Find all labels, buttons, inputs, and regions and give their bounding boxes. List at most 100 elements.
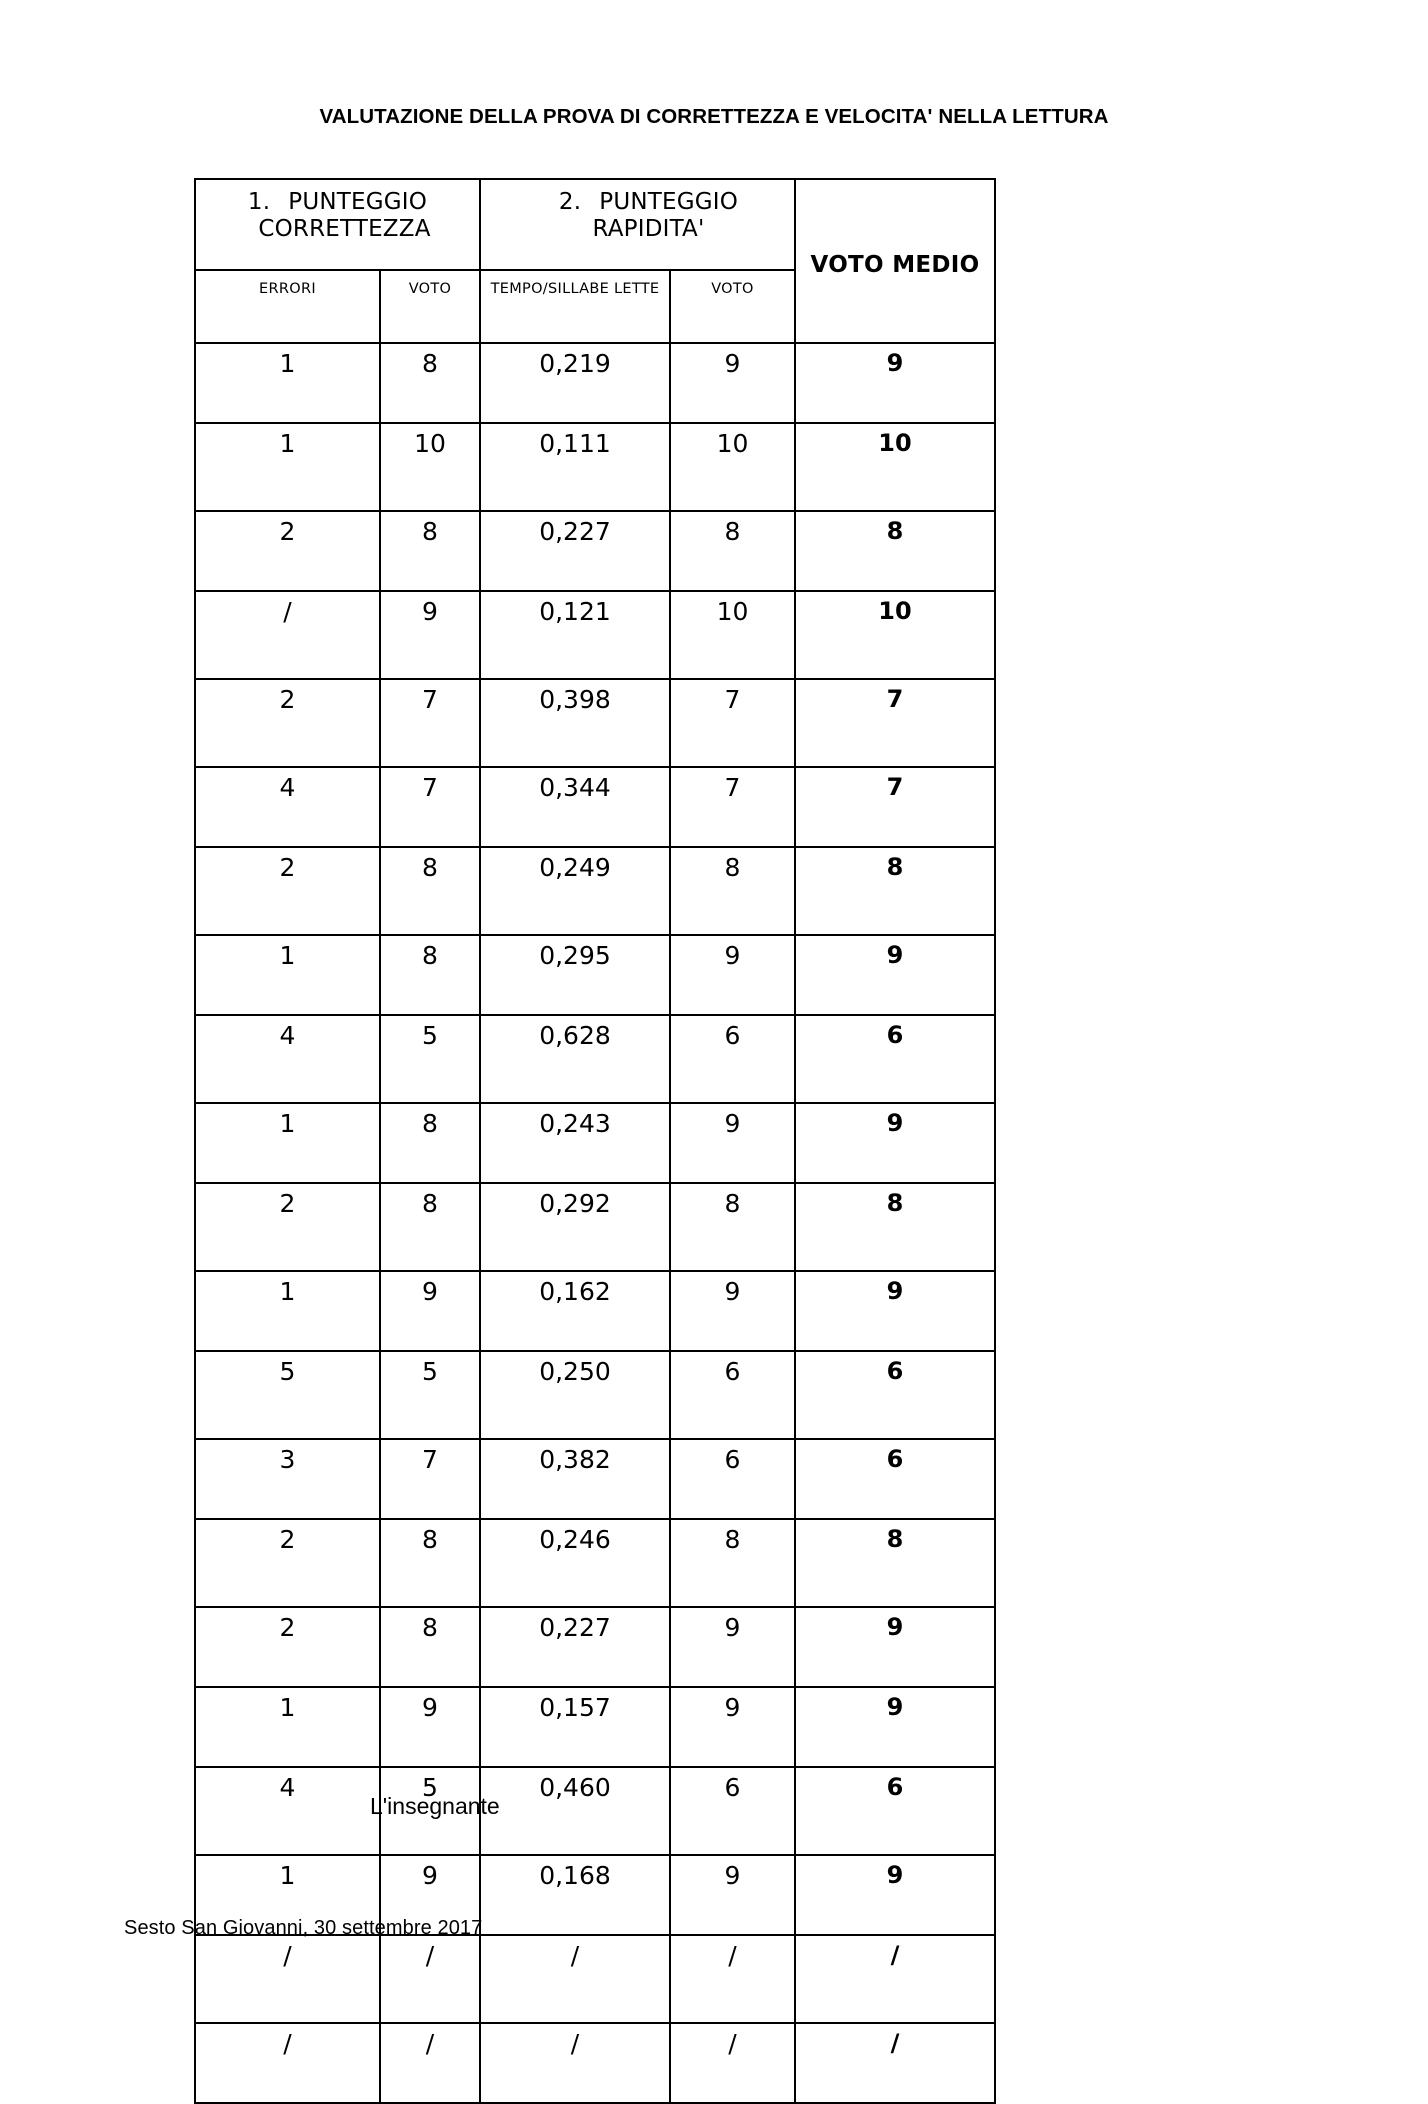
table-row: 1 9 0,157 9 9 bbox=[194, 1686, 996, 1768]
cell-voto-rapidita: 9 bbox=[669, 1270, 796, 1352]
cell-voto-correttezza: 5 bbox=[379, 1350, 481, 1440]
cell-voto-medio: 7 bbox=[794, 766, 996, 848]
header-punteggio-correttezza: 1. PUNTEGGIO CORRETTEZZA bbox=[194, 178, 481, 271]
signature-label: L'insegnante bbox=[370, 1793, 500, 1819]
cell-tempo-sillabe: 0,295 bbox=[479, 934, 671, 1016]
cell-voto-rapidita: 8 bbox=[669, 1182, 796, 1272]
subheader-tempo-sillabe-lette: TEMPO/SILLABE LETTE bbox=[479, 269, 671, 344]
table-row: 2 8 0,227 9 9 bbox=[194, 1606, 996, 1688]
cell-voto-medio: 9 bbox=[794, 1102, 996, 1184]
cell-errori: 4 bbox=[194, 1766, 381, 1856]
cell-voto-correttezza: 9 bbox=[379, 590, 481, 680]
cell-voto-medio: 9 bbox=[794, 342, 996, 424]
table-row: 5 5 0,250 6 6 bbox=[194, 1350, 996, 1440]
cell-errori: 2 bbox=[194, 1606, 381, 1688]
table-row: / / / / / bbox=[194, 2022, 996, 2104]
header-correttezza-number: 1. bbox=[247, 189, 271, 215]
table-row: 3 7 0,382 6 6 bbox=[194, 1438, 996, 1520]
table-row: 1 9 0,168 9 9 bbox=[194, 1854, 996, 1936]
evaluation-table: 1. PUNTEGGIO CORRETTEZZA 2. PUNTEGGIO RAPI… bbox=[194, 178, 996, 2104]
table-row: 4 7 0,344 7 7 bbox=[194, 766, 996, 848]
cell-voto-rapidita: / bbox=[669, 1934, 796, 2024]
cell-voto-rapidita: 9 bbox=[669, 1686, 796, 1768]
cell-tempo-sillabe: / bbox=[479, 1934, 671, 2024]
cell-errori: 1 bbox=[194, 1102, 381, 1184]
cell-errori: 2 bbox=[194, 1182, 381, 1272]
table-row: 2 8 0,246 8 8 bbox=[194, 1518, 996, 1608]
cell-voto-rapidita: 6 bbox=[669, 1766, 796, 1856]
cell-voto-rapidita: 6 bbox=[669, 1014, 796, 1104]
table-row: / / / / / bbox=[194, 1934, 996, 2024]
cell-voto-correttezza: 8 bbox=[379, 510, 481, 592]
cell-voto-medio: 6 bbox=[794, 1766, 996, 1856]
cell-errori: 2 bbox=[194, 1518, 381, 1608]
cell-tempo-sillabe: 0,460 bbox=[479, 1766, 671, 1856]
cell-voto-rapidita: 9 bbox=[669, 1102, 796, 1184]
cell-voto-medio: 7 bbox=[794, 678, 996, 768]
cell-tempo-sillabe: / bbox=[479, 2022, 671, 2104]
cell-voto-rapidita: 9 bbox=[669, 1606, 796, 1688]
cell-voto-rapidita: 9 bbox=[669, 342, 796, 424]
cell-voto-medio: 9 bbox=[794, 1854, 996, 1936]
cell-voto-medio: 8 bbox=[794, 510, 996, 592]
page-title: VALUTAZIONE DELLA PROVA DI CORRETTEZZA E… bbox=[319, 105, 1109, 128]
cell-voto-medio: 10 bbox=[794, 422, 996, 512]
cell-voto-rapidita: 8 bbox=[669, 510, 796, 592]
cell-errori: 4 bbox=[194, 1014, 381, 1104]
cell-errori: 1 bbox=[194, 1270, 381, 1352]
table-row: 2 8 0,249 8 8 bbox=[194, 846, 996, 936]
cell-errori: / bbox=[194, 1934, 381, 2024]
cell-errori: 2 bbox=[194, 846, 381, 936]
cell-tempo-sillabe: 0,382 bbox=[479, 1438, 671, 1520]
cell-voto-correttezza: 8 bbox=[379, 1518, 481, 1608]
cell-tempo-sillabe: 0,344 bbox=[479, 766, 671, 848]
table-group-header-row: 1. PUNTEGGIO CORRETTEZZA 2. PUNTEGGIO RAPI… bbox=[194, 178, 996, 344]
header-rapidita-label: PUNTEGGIO RAPIDITA' bbox=[592, 189, 739, 243]
cell-voto-correttezza: 7 bbox=[379, 766, 481, 848]
cell-voto-correttezza: 8 bbox=[379, 1182, 481, 1272]
cell-tempo-sillabe: 0,168 bbox=[479, 1854, 671, 1936]
cell-voto-correttezza: 7 bbox=[379, 678, 481, 768]
cell-tempo-sillabe: 0,292 bbox=[479, 1182, 671, 1272]
header-correttezza-line1: PUNTEGGIO bbox=[288, 189, 428, 215]
cell-voto-rapidita: 7 bbox=[669, 678, 796, 768]
cell-tempo-sillabe: 0,243 bbox=[479, 1102, 671, 1184]
cell-errori: 3 bbox=[194, 1438, 381, 1520]
table-header: 1. PUNTEGGIO CORRETTEZZA 2. PUNTEGGIO RAPI… bbox=[194, 178, 996, 344]
cell-voto-medio: / bbox=[794, 2022, 996, 2104]
evaluation-table-container: 1. PUNTEGGIO CORRETTEZZA 2. PUNTEGGIO RAPI… bbox=[194, 178, 996, 2104]
cell-errori: 1 bbox=[194, 1686, 381, 1768]
table-row: 2 8 0,292 8 8 bbox=[194, 1182, 996, 1272]
cell-tempo-sillabe: 0,227 bbox=[479, 1606, 671, 1688]
table-row: 1 8 0,295 9 9 bbox=[194, 934, 996, 1016]
cell-voto-medio: 9 bbox=[794, 934, 996, 1016]
table-subheader-row: ERRORI VOTO TEMPO/SILLABE LETTE VOTO bbox=[194, 269, 995, 344]
cell-tempo-sillabe: 0,227 bbox=[479, 510, 671, 592]
cell-voto-medio: 6 bbox=[794, 1438, 996, 1520]
cell-tempo-sillabe: 0,250 bbox=[479, 1350, 671, 1440]
cell-voto-medio: 10 bbox=[794, 590, 996, 680]
cell-voto-rapidita: / bbox=[669, 2022, 796, 2104]
table-row: 1 8 0,243 9 9 bbox=[194, 1102, 996, 1184]
cell-voto-correttezza: / bbox=[379, 2022, 481, 2104]
cell-voto-correttezza: 5 bbox=[379, 1766, 481, 1856]
cell-voto-medio: 9 bbox=[794, 1270, 996, 1352]
cell-tempo-sillabe: 0,628 bbox=[479, 1014, 671, 1104]
cell-voto-rapidita: 9 bbox=[669, 934, 796, 1016]
header-correttezza-line2: CORRETTEZZA bbox=[258, 216, 431, 243]
subheader-errori: ERRORI bbox=[194, 269, 381, 344]
cell-tempo-sillabe: 0,246 bbox=[479, 1518, 671, 1608]
table-row: 1 9 0,162 9 9 bbox=[194, 1270, 996, 1352]
table-row: 2 8 0,227 8 8 bbox=[194, 510, 996, 592]
cell-voto-medio: 6 bbox=[794, 1014, 996, 1104]
cell-voto-rapidita: 10 bbox=[669, 590, 796, 680]
header-voto-medio: VOTO MEDIO bbox=[794, 178, 996, 344]
table-row: /9 0,121 10 10 bbox=[194, 590, 996, 680]
cell-errori: 4 bbox=[194, 766, 381, 848]
cell-voto-medio: 9 bbox=[794, 1686, 996, 1768]
place-and-date: Sesto San Giovanni, 30 settembre 2017 bbox=[124, 1917, 483, 1939]
cell-voto-correttezza: 9 bbox=[379, 1270, 481, 1352]
cell-voto-correttezza: 8 bbox=[379, 934, 481, 1016]
table-row: 4 5 0,460 6 6 bbox=[194, 1766, 996, 1856]
header-rapidita-number: 2. bbox=[558, 189, 582, 215]
